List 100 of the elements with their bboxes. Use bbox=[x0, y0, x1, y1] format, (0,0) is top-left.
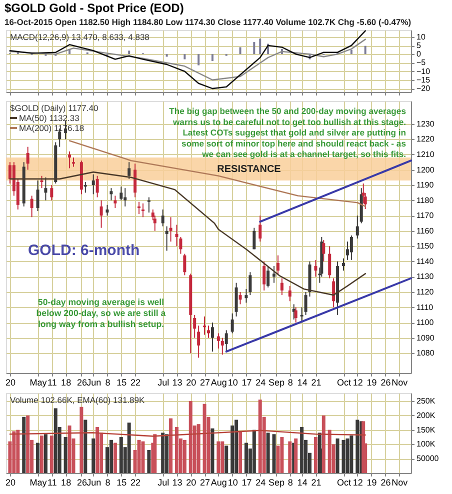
y-tick-label: 100K bbox=[416, 440, 436, 449]
x-tick-label: Sep bbox=[268, 478, 285, 488]
bar bbox=[294, 438, 298, 473]
x-tick-label: 26 bbox=[76, 378, 87, 388]
bar bbox=[188, 401, 192, 473]
bar bbox=[322, 415, 326, 473]
bar bbox=[198, 54, 200, 66]
candlestick bbox=[248, 272, 252, 296]
bar bbox=[210, 428, 214, 473]
candlestick bbox=[175, 224, 178, 247]
y-tick-label: 1090 bbox=[416, 333, 435, 342]
candlestick bbox=[230, 312, 234, 334]
candlestick bbox=[161, 208, 164, 227]
line-series bbox=[9, 30, 366, 90]
bar bbox=[36, 442, 40, 473]
candlestick bbox=[100, 200, 103, 228]
x-tick-label: May bbox=[30, 478, 48, 488]
y-tick-label: −10 bbox=[416, 66, 431, 76]
candlestick bbox=[252, 227, 256, 250]
x-tick-label: Oct bbox=[336, 478, 352, 488]
x-tick-label: 24 bbox=[256, 378, 266, 388]
candlestick bbox=[314, 259, 318, 278]
y-tick-label: 1190 bbox=[416, 180, 434, 190]
x-tick-label: 22 bbox=[130, 478, 141, 488]
candlestick bbox=[288, 285, 292, 302]
bar bbox=[356, 420, 360, 473]
candlestick bbox=[68, 150, 72, 169]
candlestick bbox=[44, 176, 48, 201]
candlestick bbox=[258, 215, 262, 242]
bar bbox=[259, 38, 262, 54]
x-tick-label: 21 bbox=[311, 478, 322, 488]
candlestick bbox=[114, 195, 117, 208]
candlestick bbox=[147, 196, 150, 214]
bar bbox=[234, 420, 238, 473]
bar bbox=[174, 426, 178, 473]
y-tick-label: 1120 bbox=[416, 288, 434, 297]
bar bbox=[184, 54, 186, 60]
candlestick bbox=[207, 325, 210, 338]
x-tick-label: Jul bbox=[158, 478, 170, 488]
bar bbox=[266, 432, 270, 473]
bar bbox=[113, 442, 117, 473]
bar bbox=[153, 434, 157, 473]
candlestick bbox=[220, 337, 224, 356]
candlestick bbox=[356, 215, 359, 240]
chart-title: $GOLD Gold - Spot Price (EOD) bbox=[4, 1, 184, 15]
x-tick-label: Sep bbox=[268, 378, 285, 388]
x-tick-label: 20 bbox=[186, 478, 196, 488]
band-label: RESISTANCE bbox=[217, 164, 282, 175]
y-tick-label: 1180 bbox=[416, 196, 434, 205]
candlestick bbox=[280, 278, 284, 296]
bar bbox=[96, 426, 100, 473]
x-tick-label: Aug bbox=[210, 478, 227, 488]
y-tick-label: 1220 bbox=[416, 134, 435, 144]
x-tick-label: 13 bbox=[172, 478, 182, 488]
x-tick-label: 20 bbox=[186, 378, 196, 388]
annotation: 50-day moving average is well below 200-day, so we are still a long way from a bullish setup. bbox=[36, 297, 166, 329]
y-tick-label: −5 bbox=[416, 58, 426, 68]
bar bbox=[127, 422, 131, 473]
candlestick bbox=[203, 316, 206, 336]
candlestick bbox=[165, 226, 168, 252]
y-tick-label: 1170 bbox=[416, 211, 434, 220]
candlestick bbox=[197, 325, 200, 358]
x-tick-label: 14 bbox=[297, 378, 308, 388]
bar bbox=[137, 440, 141, 473]
candlestick bbox=[110, 188, 113, 201]
y-tick-label: 250K bbox=[416, 396, 436, 406]
bar bbox=[165, 434, 169, 473]
bar bbox=[119, 437, 123, 473]
candlestick bbox=[272, 266, 276, 284]
candlestick bbox=[346, 241, 349, 260]
x-tick-label: 18 bbox=[61, 378, 72, 388]
bar bbox=[22, 416, 26, 473]
x-tick-label: 27 bbox=[200, 478, 210, 488]
bar bbox=[84, 420, 88, 473]
bar bbox=[92, 438, 96, 473]
bar bbox=[161, 432, 165, 473]
x-tick-label: Aug bbox=[210, 378, 227, 388]
x-tick-label: 20 bbox=[5, 478, 16, 488]
bar bbox=[26, 415, 30, 473]
bar bbox=[336, 438, 340, 473]
x-tick-label: Jul bbox=[158, 378, 170, 388]
bar bbox=[141, 441, 145, 473]
bar bbox=[350, 436, 354, 473]
x-tick-label: 17 bbox=[242, 478, 252, 488]
x-tick-label: Nov bbox=[392, 378, 408, 388]
x-tick-label: 18 bbox=[61, 478, 72, 488]
candlestick bbox=[262, 260, 266, 291]
x-tick-label: Oct bbox=[336, 378, 352, 388]
x-tick-label: 14 bbox=[297, 478, 308, 488]
candlestick bbox=[276, 254, 280, 276]
x-tick-label: 15 bbox=[116, 378, 127, 388]
candlestick bbox=[36, 180, 40, 212]
y-tick-label: 5 bbox=[416, 41, 422, 50]
x-tick-label: 21 bbox=[311, 378, 322, 388]
y-tick-label: 0 bbox=[416, 50, 422, 59]
y-tick-label: 50000 bbox=[416, 454, 440, 464]
bar bbox=[202, 404, 206, 473]
bar bbox=[252, 430, 256, 473]
candlestick bbox=[84, 181, 87, 194]
bar bbox=[40, 436, 44, 473]
